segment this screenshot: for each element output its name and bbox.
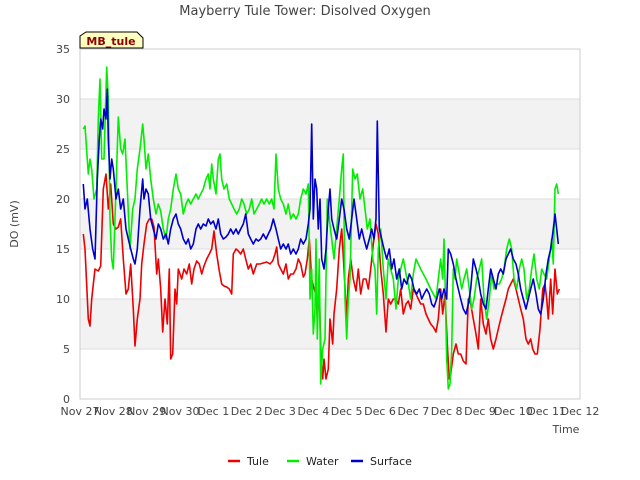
station-badge-label: MB_tule	[86, 35, 135, 48]
x-tick-label: Dec 12	[561, 405, 600, 418]
legend-label-surface: Surface	[370, 455, 412, 468]
y-tick-label-20: 20	[56, 193, 70, 206]
series-layer	[82, 66, 561, 390]
x-tick-label: Dec 7	[397, 405, 429, 418]
legend: Tule Water Surface	[228, 455, 412, 468]
x-tick-label: Dec 8	[431, 405, 463, 418]
x-tick-label: Nov 27	[61, 405, 100, 418]
y-tick-label-15: 15	[56, 243, 70, 256]
y-tick-label-5: 5	[63, 343, 70, 356]
x-tick-label: Nov 29	[127, 405, 166, 418]
x-tick-label: Dec 4	[297, 405, 329, 418]
x-tick-label: Dec 1	[197, 405, 229, 418]
band-25	[80, 99, 580, 149]
series-line-surface	[82, 88, 560, 315]
y-axis-label: DO (mV)	[8, 200, 21, 247]
x-tick-label: Dec 3	[264, 405, 296, 418]
x-tick-label: Dec 11	[527, 405, 566, 418]
y-tick-label-10: 10	[56, 293, 70, 306]
x-tick-label: Dec 2	[231, 405, 263, 418]
y-tick-label-35: 35	[56, 43, 70, 56]
legend-label-water: Water	[306, 455, 339, 468]
y-tick-labels: 0 5 10 15 20 25 30 35	[56, 43, 70, 406]
station-badge: MB_tule	[79, 31, 144, 49]
x-tick-label: Nov 28	[94, 405, 133, 418]
x-tick-label: Dec 6	[364, 405, 396, 418]
station-badge-shape	[79, 31, 144, 49]
x-tick-label: Nov 30	[161, 405, 200, 418]
chart-title: Mayberry Tule Tower: Disolved Oxygen	[179, 4, 430, 19]
plot-frame	[79, 48, 581, 400]
x-tick-label: Dec 9	[464, 405, 496, 418]
legend-label-tule: Tule	[246, 455, 269, 468]
x-tick-label: Dec 5	[331, 405, 363, 418]
series-line-water	[82, 66, 560, 390]
x-tick-label: Dec 10	[494, 405, 533, 418]
x-axis-label: Time	[552, 423, 580, 436]
y-tick-label-30: 30	[56, 93, 70, 106]
y-tick-label-25: 25	[56, 143, 70, 156]
y-tick-label-0: 0	[63, 393, 70, 406]
